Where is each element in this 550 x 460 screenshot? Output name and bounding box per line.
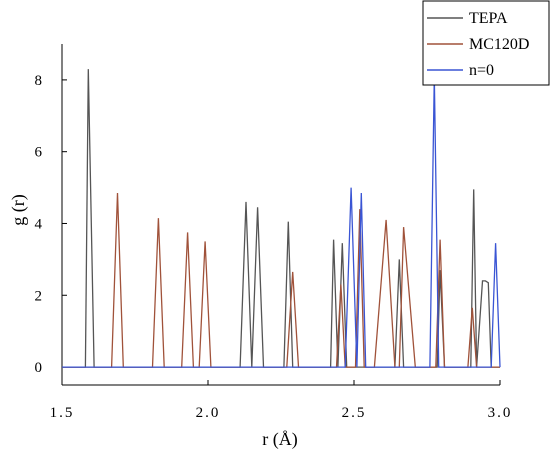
- y-tick-label: 6: [35, 145, 43, 161]
- series-line-3: [62, 76, 501, 368]
- y-axis-title: g (r): [8, 194, 29, 225]
- y-tick-label: 2: [35, 288, 43, 304]
- series-line-2: [62, 192, 500, 368]
- legend-box: [422, 0, 550, 86]
- series-line-1: [62, 69, 500, 368]
- x-axis-title: r (Å): [262, 429, 297, 450]
- x-tick-label: 2.0: [196, 405, 221, 421]
- x-tick-label: 1.5: [50, 405, 75, 421]
- axes: 1.5 2.0 2.5 3.0 0 2 4 6 8: [35, 44, 513, 421]
- y-tick-label: 0: [35, 360, 43, 376]
- legend-label: TEPA: [469, 10, 508, 27]
- legend-label: n=0: [469, 62, 494, 79]
- legend: TEPA MC120D n=0: [422, 0, 550, 86]
- y-tick-label: 4: [35, 216, 43, 232]
- x-tick-label: 2.5: [342, 405, 367, 421]
- x-tick-label: 3.0: [488, 405, 513, 421]
- y-tick-label: 8: [35, 73, 43, 89]
- series-layer: [62, 69, 501, 368]
- legend-label: MC120D: [469, 36, 529, 53]
